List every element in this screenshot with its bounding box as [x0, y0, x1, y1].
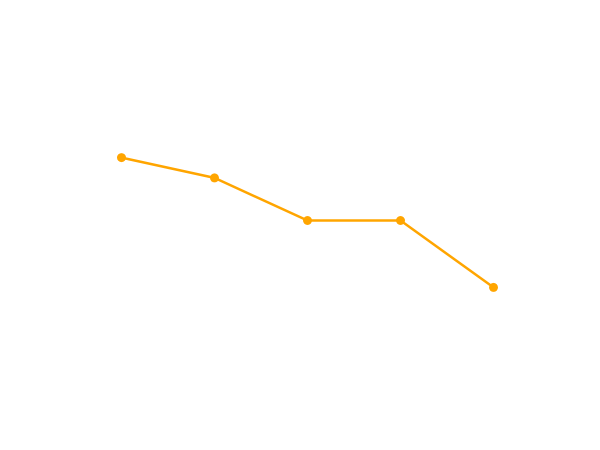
- series-layer: [117, 153, 498, 292]
- data-point: [117, 153, 126, 163]
- data-point: [396, 216, 405, 225]
- data-point: [303, 216, 312, 225]
- data-point: [489, 282, 498, 292]
- data-point: [210, 173, 219, 183]
